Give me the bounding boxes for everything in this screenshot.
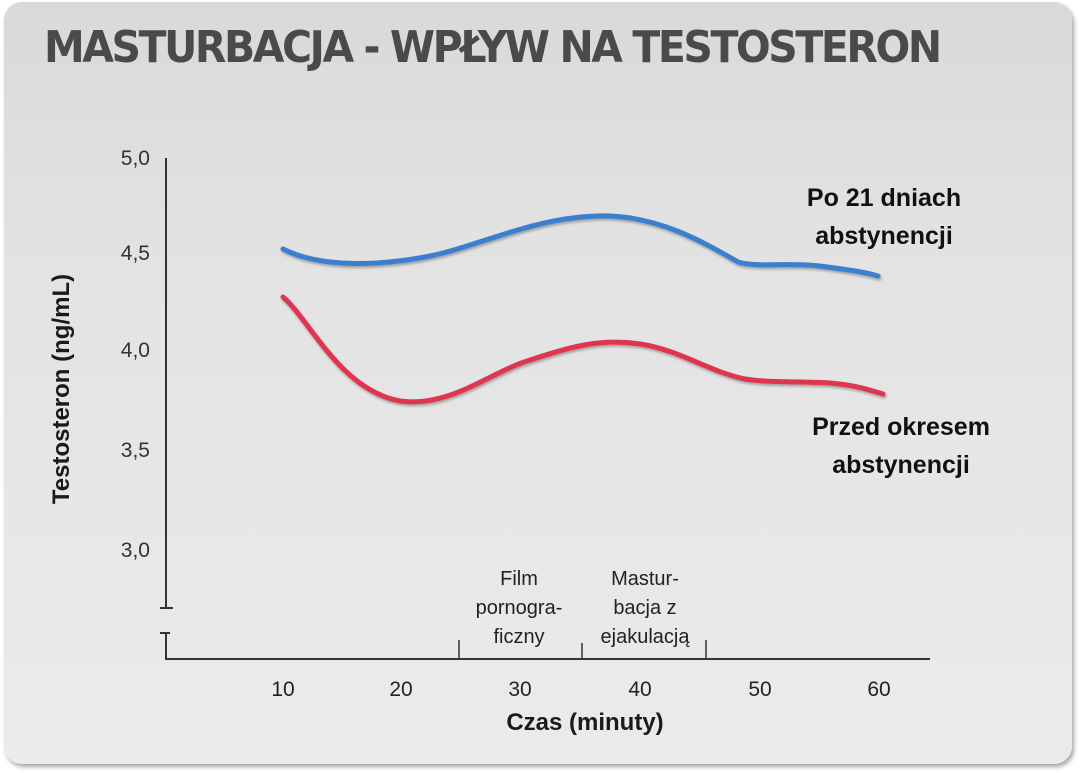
legend-before-abstinence: Przed okresem abstynencji <box>812 413 990 479</box>
legend-after-abstinence: Po 21 dniach abstynencji <box>807 184 961 250</box>
phase-annotation-masturbation: Mastur- bacja z ejakulacją <box>601 568 691 648</box>
x-axis <box>165 640 930 660</box>
y-axis <box>160 158 173 659</box>
phase-label-line: ficzny <box>493 626 544 648</box>
y-tick-label: 4,0 <box>121 339 150 362</box>
x-tick-label: 20 <box>389 678 412 701</box>
y-tick-label: 5,0 <box>121 147 150 170</box>
legend-label-line: abstynencji <box>832 451 970 479</box>
phase-label-line: pornogra- <box>476 597 563 619</box>
x-tick-label: 30 <box>508 678 531 701</box>
legend-label-line: Przed okresem <box>812 413 990 441</box>
x-tick-label: 10 <box>271 678 294 701</box>
x-tick-label: 40 <box>628 678 651 701</box>
series-line-after-abstinence <box>280 213 881 279</box>
x-tick-label: 50 <box>748 678 771 701</box>
legend-label-line: abstynencji <box>815 222 953 250</box>
legend-label-line: Po 21 dniach <box>807 184 961 212</box>
phase-label-line: bacja z <box>613 597 676 619</box>
x-tick-labels: 10 20 30 40 50 60 <box>271 678 890 701</box>
phase-annotation-film: Film pornogra- ficzny <box>476 568 563 648</box>
y-tick-label: 4,5 <box>121 242 150 265</box>
phase-label-line: Film <box>500 568 538 590</box>
chart-title: MASTURBACJA - WPŁYW NA TESTOSTERON <box>44 22 942 73</box>
x-tick-label: 60 <box>867 678 890 701</box>
series-line-before-abstinence <box>280 294 886 405</box>
y-tick-label: 3,5 <box>121 439 150 462</box>
y-axis-title: Testosteron (ng/mL) <box>48 274 75 504</box>
y-tick-labels: 5,0 4,5 4,0 3,5 3,0 <box>121 147 150 562</box>
x-axis-title: Czas (minuty) <box>506 709 663 736</box>
phase-label-line: Mastur- <box>611 568 679 590</box>
phase-label-line: ejakulacją <box>601 626 691 648</box>
y-tick-label: 3,0 <box>121 539 150 562</box>
chart-card <box>4 2 1072 764</box>
